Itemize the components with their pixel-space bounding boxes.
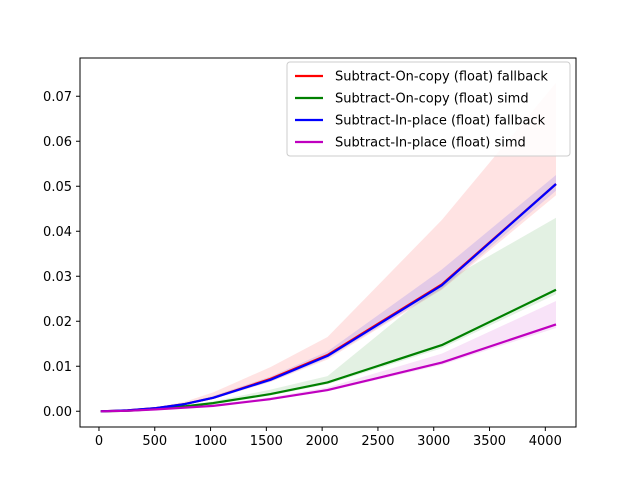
legend: Subtract-On-copy (float) fallback Subtrac… (286, 61, 571, 157)
plot-frame (79, 57, 577, 428)
y-tick-label: 0.01 (43, 360, 72, 375)
x-tick-label: 0 (95, 434, 103, 449)
legend-box (286, 61, 571, 157)
legend-label: Subtract-In-place (float) fallback (335, 114, 546, 129)
x-tick-label: 3500 (473, 434, 506, 449)
x-tick-label: 4000 (529, 434, 562, 449)
x-tick-label: 1500 (250, 434, 283, 449)
series-lines (100, 183, 557, 413)
legend-label: Subtract-In-place (float) simd (335, 136, 526, 151)
band-series-1 (100, 82, 557, 412)
y-tick-label: 0.03 (43, 270, 72, 285)
y-tick-label: 0.07 (43, 90, 72, 105)
y-tick-label: 0.06 (43, 135, 72, 150)
x-tick-label: 1000 (194, 434, 227, 449)
y-axis: 0.00 0.01 0.02 0.03 0.04 0.05 0.06 0.07 (43, 90, 80, 420)
y-tick-label: 0.05 (43, 180, 72, 195)
legend-label: Subtract-On-copy (float) fallback (335, 70, 548, 85)
x-axis: 0 500 1000 1500 2000 2500 3000 3500 4000 (95, 427, 562, 449)
y-tick-label: 0.02 (43, 315, 72, 330)
y-tick-label: 0.04 (43, 225, 72, 240)
y-tick-label: 0.00 (43, 405, 72, 420)
x-tick-label: 2000 (306, 434, 339, 449)
x-tick-label: 500 (142, 434, 167, 449)
band-series-2 (100, 217, 557, 412)
x-tick-label: 3000 (417, 434, 450, 449)
x-tick-label: 2500 (361, 434, 394, 449)
legend-label: Subtract-On-copy (float) simd (335, 92, 529, 107)
line-series-4 (100, 323, 557, 413)
